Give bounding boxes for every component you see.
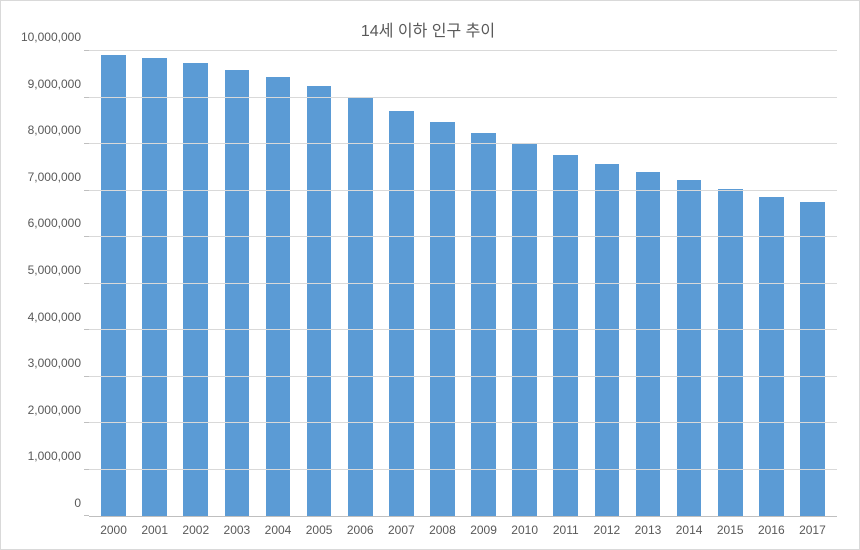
bar-slot: [134, 51, 175, 516]
bar: [718, 189, 743, 516]
y-tick-label: 6,000,000: [28, 216, 81, 230]
x-tick-label: 2014: [669, 519, 710, 541]
y-tick-label: 10,000,000: [21, 30, 81, 44]
bar: [307, 86, 332, 516]
chart-title: 14세 이하 인구 추이: [15, 11, 841, 51]
gridline: [89, 376, 837, 377]
bar: [389, 111, 414, 516]
y-tick-label: 3,000,000: [28, 356, 81, 370]
x-tick-label: 2002: [175, 519, 216, 541]
y-tick-label: 9,000,000: [28, 77, 81, 91]
y-tick-mark: [84, 469, 89, 470]
y-tick-label: 4,000,000: [28, 310, 81, 324]
y-tick-label: 1,000,000: [28, 449, 81, 463]
y-tick-label: 2,000,000: [28, 403, 81, 417]
bar: [512, 144, 537, 516]
gridline: [89, 236, 837, 237]
bar: [101, 55, 126, 516]
y-tick-label: 7,000,000: [28, 170, 81, 184]
gridline: [89, 283, 837, 284]
bar: [348, 98, 373, 516]
x-tick-label: 2001: [134, 519, 175, 541]
y-tick-mark: [84, 422, 89, 423]
x-tick-label: 2004: [257, 519, 298, 541]
bar-slot: [299, 51, 340, 516]
bar: [142, 58, 167, 516]
x-tick-label: 2017: [792, 519, 833, 541]
y-tick-mark: [84, 236, 89, 237]
bars-group: [89, 51, 837, 516]
x-tick-label: 2009: [463, 519, 504, 541]
bar: [677, 180, 702, 516]
gridline: [89, 143, 837, 144]
chart-container: 14세 이하 인구 추이 0 1,000,000 2,000,000 3,000,00…: [0, 0, 860, 550]
bar: [430, 122, 455, 516]
x-tick-label: 2012: [586, 519, 627, 541]
bar-slot: [586, 51, 627, 516]
x-axis: 2000200120022003200420052006200720082009…: [89, 519, 837, 541]
plot-wrap: 0 1,000,000 2,000,000 3,000,000 4,000,000 5,0…: [15, 51, 841, 541]
y-axis: 0 1,000,000 2,000,000 3,000,000 4,000,000 5,0…: [15, 51, 85, 517]
bar-slot: [627, 51, 668, 516]
bar-slot: [710, 51, 751, 516]
y-tick-mark: [84, 376, 89, 377]
bar: [225, 70, 250, 516]
y-tick-mark: [84, 283, 89, 284]
bar-slot: [751, 51, 792, 516]
gridline: [89, 422, 837, 423]
x-tick-label: 2006: [340, 519, 381, 541]
gridline: [89, 190, 837, 191]
plot-area: [89, 51, 837, 517]
y-tick-mark: [84, 50, 89, 51]
bar: [595, 164, 620, 516]
y-tick-label: 0: [74, 496, 81, 510]
y-tick-mark: [84, 190, 89, 191]
bar-slot: [175, 51, 216, 516]
x-tick-label: 2005: [299, 519, 340, 541]
y-tick-mark: [84, 329, 89, 330]
x-tick-label: 2003: [216, 519, 257, 541]
bar-slot: [340, 51, 381, 516]
bar: [636, 172, 661, 516]
bar-slot: [93, 51, 134, 516]
bar-slot: [422, 51, 463, 516]
bar-slot: [669, 51, 710, 516]
x-tick-label: 2015: [710, 519, 751, 541]
bar-slot: [257, 51, 298, 516]
gridline: [89, 469, 837, 470]
x-tick-label: 2016: [751, 519, 792, 541]
bar-slot: [504, 51, 545, 516]
x-tick-label: 2007: [381, 519, 422, 541]
bar-slot: [792, 51, 833, 516]
gridline: [89, 329, 837, 330]
y-tick-mark: [84, 143, 89, 144]
gridline: [89, 97, 837, 98]
y-tick-label: 5,000,000: [28, 263, 81, 277]
bar-slot: [216, 51, 257, 516]
bar: [183, 63, 208, 516]
x-tick-label: 2010: [504, 519, 545, 541]
bar-slot: [545, 51, 586, 516]
y-tick-mark: [84, 515, 89, 516]
bar: [553, 155, 578, 516]
x-tick-label: 2011: [545, 519, 586, 541]
y-tick-mark: [84, 97, 89, 98]
y-tick-label: 8,000,000: [28, 123, 81, 137]
x-tick-label: 2013: [627, 519, 668, 541]
bar-slot: [463, 51, 504, 516]
x-tick-label: 2008: [422, 519, 463, 541]
bar-slot: [381, 51, 422, 516]
x-tick-label: 2000: [93, 519, 134, 541]
gridline: [89, 50, 837, 51]
